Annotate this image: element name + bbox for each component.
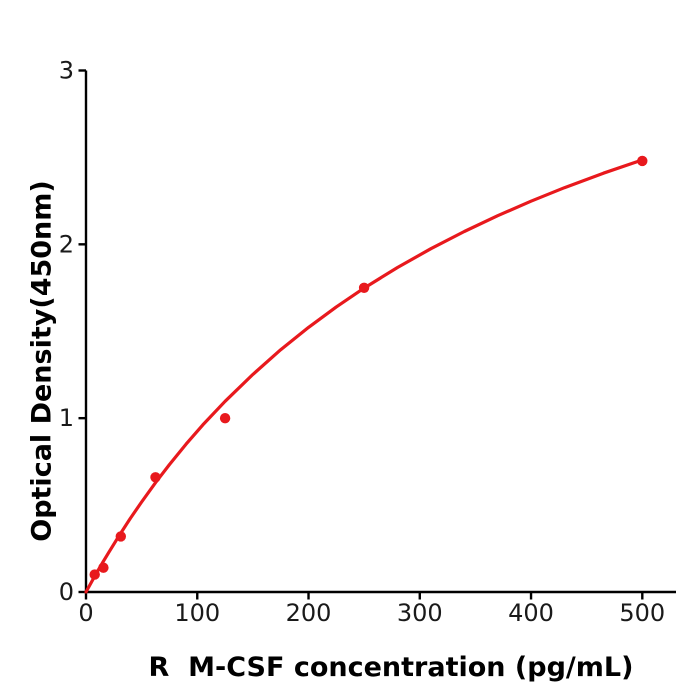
data-series [84, 155, 648, 594]
x-tick-label: 500 [619, 599, 665, 627]
axes: 0 100 200 300 400 500 0 1 2 3 [59, 57, 676, 627]
x-tick-label: 400 [508, 599, 554, 627]
x-tick-label: 100 [174, 599, 220, 627]
data-point-marker [219, 413, 231, 424]
x-axis-title: R M-CSF concentration (pg/mL) [149, 652, 634, 683]
y-axis-title: Optical Density(450nm) [27, 180, 58, 542]
x-tick-label: 200 [286, 599, 332, 627]
x-tick-label: 0 [78, 599, 93, 627]
y-tick-label: 3 [59, 57, 74, 85]
x-tick-label: 300 [397, 599, 443, 627]
y-tick-label: 0 [59, 578, 74, 606]
y-tick-label: 2 [59, 230, 74, 258]
fitted-curve-line [84, 158, 644, 594]
y-tick-label: 1 [59, 404, 74, 432]
